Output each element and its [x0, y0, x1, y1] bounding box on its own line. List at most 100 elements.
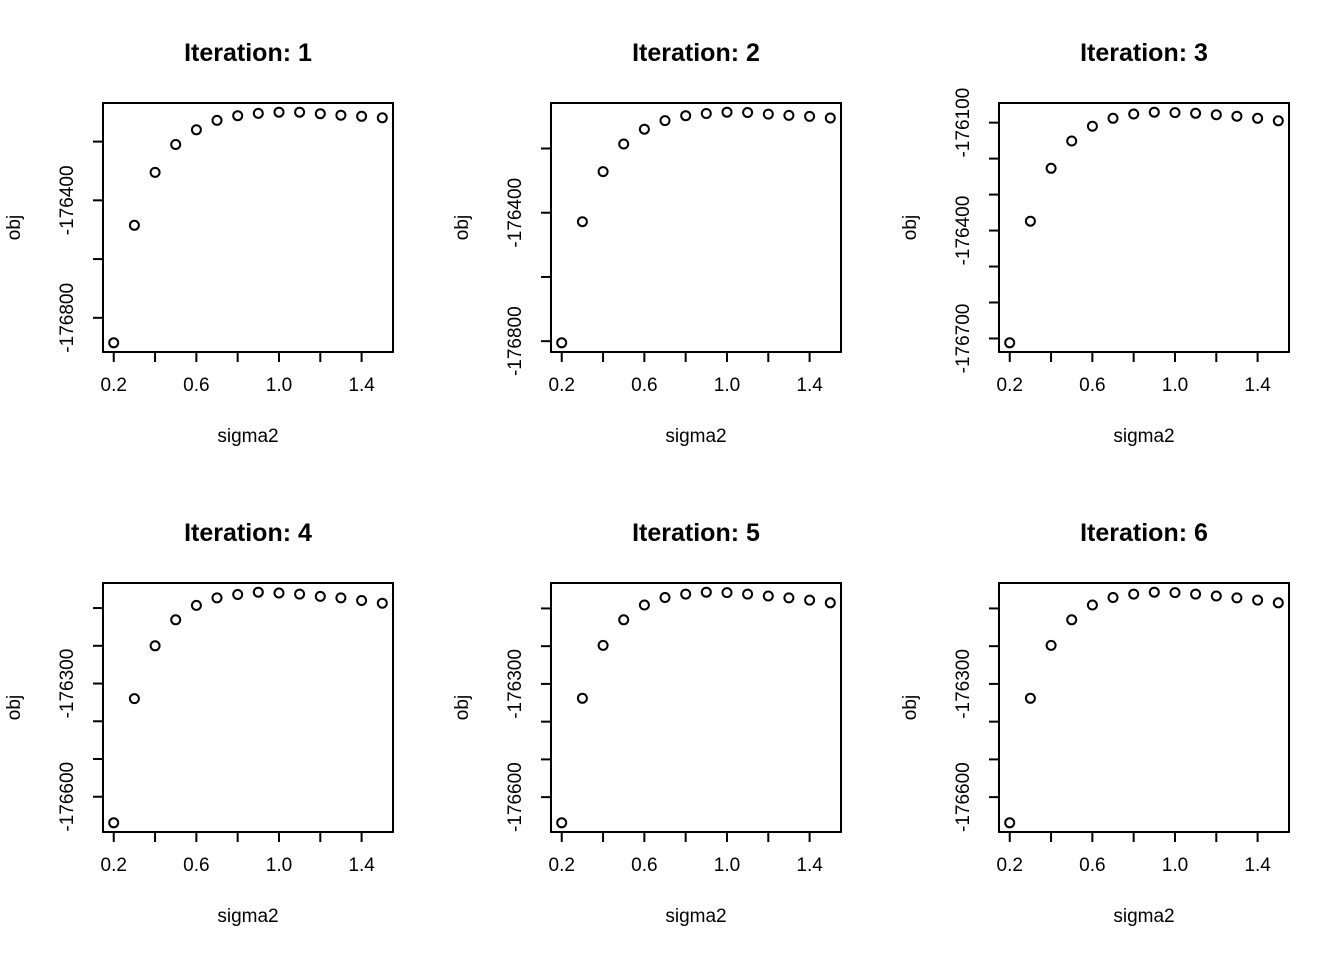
data-point [273, 587, 285, 599]
data-point [232, 589, 244, 600]
y-axis-label: obj [452, 215, 473, 240]
y-tick-label: -176800 [505, 306, 526, 376]
data-point [1107, 592, 1119, 603]
data-point [335, 592, 347, 604]
y-tick-label: -176400 [57, 165, 78, 235]
plot-box [102, 582, 394, 833]
data-point [211, 592, 223, 604]
y-axis-label: obj [900, 215, 921, 240]
data-point [659, 592, 671, 603]
data-point [576, 692, 588, 704]
plot-box [102, 102, 394, 353]
data-point [149, 640, 161, 652]
data-point [335, 109, 347, 121]
y-tick-label: -176300 [57, 649, 78, 719]
x-tick-label: 1.4 [348, 375, 375, 396]
scatter-plot-iteration-5: Iteration: 50.2 0.6 1.0 1.4sigma2-176600-17… [452, 519, 842, 927]
data-point [1190, 588, 1202, 600]
data-point [742, 107, 754, 118]
data-point [680, 588, 692, 600]
x-axis: 0.2 0.6 1.0 1.4 [997, 352, 1271, 396]
data-point [804, 594, 816, 606]
data-point [1086, 120, 1098, 132]
data-point [1272, 115, 1284, 127]
x-tick-label: 1.0 [266, 855, 292, 876]
x-tick-label: 0.2 [997, 375, 1023, 396]
data-point [597, 166, 609, 178]
data-point [252, 107, 264, 119]
x-tick-label: 1.4 [796, 375, 823, 396]
data-point [108, 337, 120, 349]
y-axis: -176600 -176300 [953, 607, 999, 832]
plot-panel-1: Iteration: 1 0.2 0.6 1.0 1.4 sigma2 -176800 -17… [0, 0, 448, 480]
x-tick-label: 1.4 [348, 855, 375, 876]
data-point [128, 219, 140, 231]
x-tick-label: 0.6 [183, 375, 209, 396]
y-tick-label: -176300 [953, 649, 974, 719]
plot-box [998, 582, 1290, 833]
x-axis-label: sigma2 [1113, 906, 1174, 927]
plot-panel-6: Iteration: 6 0.2 0.6 1.0 1.4 sigma2 -176600 -17… [896, 480, 1344, 960]
y-tick-label: -176600 [57, 762, 78, 832]
data-point [211, 114, 223, 126]
data-point [1066, 135, 1078, 147]
x-tick-label: 1.4 [796, 855, 823, 876]
x-tick-label: 1.4 [1244, 855, 1271, 876]
data-point [783, 109, 795, 121]
data-point [108, 817, 120, 829]
data-point [556, 817, 568, 829]
data-point [356, 595, 368, 606]
x-tick-label: 0.2 [101, 855, 127, 876]
data-point [1252, 112, 1264, 124]
x-axis: 0.2 0.6 1.0 1.4 [101, 352, 375, 396]
plot-panel-4: Iteration: 4 0.2 0.6 1.0 1.4 sigma2 -176600 -17… [0, 480, 448, 960]
scatter-plot-iteration-1: Iteration: 10.2 0.6 1.0 1.4sigma2-176800-17… [4, 39, 394, 447]
x-tick-label: 0.6 [1079, 375, 1105, 396]
plot-title: Iteration: 5 [632, 519, 760, 547]
x-tick-label: 1.0 [714, 375, 740, 396]
data-point [597, 639, 609, 651]
data-point [762, 590, 774, 602]
data-point [314, 108, 326, 120]
x-tick-label: 1.0 [1162, 855, 1188, 876]
x-axis-label: sigma2 [665, 426, 726, 447]
data-points [108, 586, 388, 829]
y-axis-label: obj [4, 215, 25, 240]
scatter-plot-iteration-2: Iteration: 20.2 0.6 1.0 1.4sigma2-176800-17… [452, 39, 842, 447]
x-axis-label: sigma2 [1113, 426, 1174, 447]
plot-panel-2: Iteration: 2 0.2 0.6 1.0 1.4 sigma2 -176800 -17… [448, 0, 896, 480]
x-tick-label: 0.2 [549, 855, 575, 876]
scatter-plot-iteration-3: Iteration: 30.2 0.6 1.0 1.4sigma2-176700-17… [900, 39, 1290, 447]
plot-box [550, 102, 842, 353]
data-point [742, 588, 754, 600]
data-point [170, 614, 182, 626]
x-tick-label: 1.4 [1244, 375, 1271, 396]
data-points [1004, 586, 1284, 829]
data-point [824, 112, 836, 124]
data-point [618, 614, 630, 626]
data-point [294, 588, 306, 600]
x-axis: 0.2 0.6 1.0 1.4 [997, 832, 1271, 876]
data-point [1045, 639, 1057, 651]
y-axis: -176600 -176300 [505, 607, 551, 832]
data-point [721, 106, 733, 118]
data-point [804, 110, 816, 122]
x-axis: 0.2 0.6 1.0 1.4 [549, 832, 823, 876]
data-point [700, 586, 712, 598]
plot-box [998, 102, 1290, 353]
data-point [376, 112, 388, 124]
x-tick-label: 1.0 [714, 855, 740, 876]
y-tick-label: -176400 [953, 196, 974, 266]
x-axis: 0.2 0.6 1.0 1.4 [101, 832, 375, 876]
data-point [1128, 588, 1140, 600]
plot-title: Iteration: 1 [184, 39, 312, 67]
data-point [1231, 110, 1243, 122]
x-tick-label: 0.2 [997, 855, 1023, 876]
data-point [149, 166, 161, 178]
data-point [659, 115, 671, 127]
plot-title: Iteration: 3 [1080, 39, 1208, 67]
y-tick-label: -176300 [505, 649, 526, 719]
data-point [170, 139, 182, 150]
data-point [273, 106, 285, 118]
data-point [1004, 817, 1016, 829]
